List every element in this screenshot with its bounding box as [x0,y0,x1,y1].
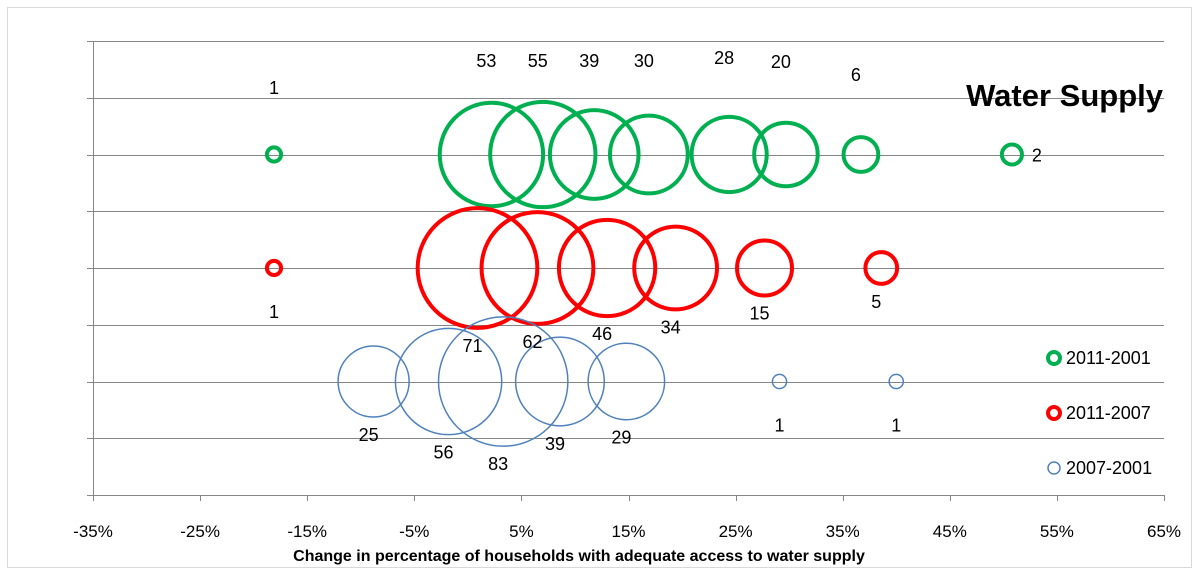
bubble-2011-2007 [264,258,284,278]
bubble-2007-2001 [587,342,666,421]
x-tick-label: 45% [933,522,967,541]
bubble-label: 39 [579,51,599,71]
bubble-label: 2 [1032,146,1042,166]
legend-marker [1046,405,1062,421]
bubble-2011-2001 [607,113,690,196]
bubble-label: 20 [771,52,791,72]
bubble-2011-2001 [488,99,598,210]
bubble-2011-2001 [689,114,769,195]
legend-marker [1046,350,1062,366]
x-tick-label: -35% [73,522,113,541]
bubble-label: 29 [611,428,631,448]
gridlines [93,41,1164,439]
bubble-2007-2001 [337,345,410,418]
x-tick-label: 5% [509,522,534,541]
bubble-2007-2001 [514,336,606,427]
x-tick-label: -25% [180,522,220,541]
legend-label: 2011-2007 [1066,403,1151,423]
bubble-label: 39 [545,434,565,454]
bubble-2011-2001 [841,135,881,174]
bubble-label: 46 [592,324,612,344]
bubble-2007-2001 [437,316,569,447]
bubble-label: 30 [634,51,654,71]
bubble-2011-2007 [735,238,795,298]
bubble-2011-2001 [437,100,546,209]
x-tick-label: -15% [287,522,327,541]
x-tick-label: 65% [1147,522,1181,541]
bubble-label: 6 [851,65,861,85]
axes [87,41,1165,501]
bubble-label: 55 [528,51,548,71]
bubble-label: 53 [476,51,496,71]
bubble-label: 1 [269,78,279,98]
bubble-2011-2007 [415,206,540,330]
bubble-2011-2007 [632,224,720,312]
bubble-2007-2001 [771,373,788,390]
bubble-label: 83 [488,454,508,474]
legend-marker [1047,461,1061,475]
legend: 2011-2001 2011-2007 2007-2001 [1046,348,1152,478]
bubble-2007-2001 [394,327,503,436]
bubble-label: 28 [714,48,734,68]
x-tick-label: 25% [719,522,753,541]
x-tick-label: 15% [611,522,645,541]
bubble-2011-2001 [999,142,1024,167]
bubble-label: 34 [661,317,681,337]
x-tick-labels: -35% -25% -15% -5% 5% 15% 25% 35% 45% 55% 65% [73,522,1181,541]
bubble-2011-2007 [863,250,900,286]
bubble-label: 62 [522,332,542,352]
bubble-2007-2001 [888,373,905,390]
x-axis-title: Change in percentage of households with … [293,548,865,565]
legend-label: 2007-2001 [1066,458,1152,478]
bubble-2011-2001 [547,108,641,201]
x-tick-label: -5% [399,522,429,541]
bubble-label: 15 [750,303,770,323]
bubble-label: 56 [434,443,454,463]
bubble-label: 1 [775,416,785,436]
bubble-label: 1 [269,302,279,322]
chart-title: Water Supply [966,78,1164,113]
legend-label: 2011-2001 [1066,348,1151,368]
bubble-2011-2001 [264,145,284,164]
bubble-label: 71 [462,336,482,356]
bubble-label: 5 [871,292,881,312]
bubble-label: 25 [359,425,379,445]
x-tick-label: 55% [1040,522,1074,541]
bubble-2011-2007 [479,210,596,326]
chart-border [7,7,1192,568]
bubble-2011-2007 [556,217,658,319]
bubble-label: 1 [891,416,901,436]
bubble-2011-2001 [752,120,820,189]
bubbles [264,99,1024,447]
x-tick-label: 35% [826,522,860,541]
